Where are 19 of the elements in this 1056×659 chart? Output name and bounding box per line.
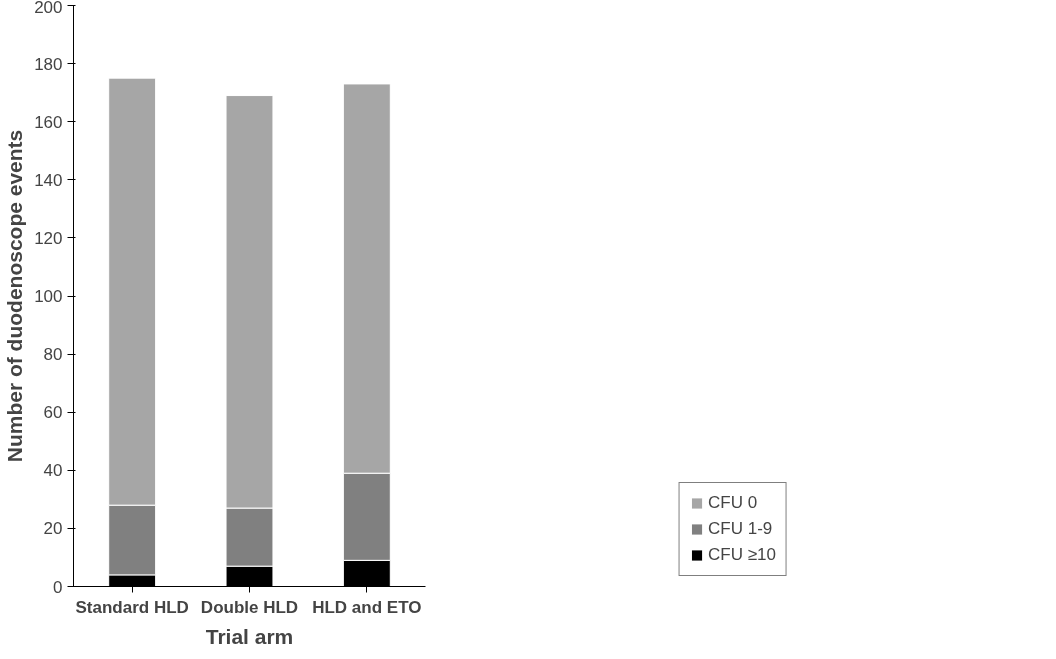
legend-label: CFU 0 — [708, 493, 758, 513]
y-tick-label: 40 — [43, 461, 63, 481]
y-tick-label: 160 — [34, 112, 63, 132]
legend-label: CFU ≥10 — [708, 545, 776, 565]
x-tick-label: HLD and ETO — [312, 597, 422, 617]
y-tick-label: 60 — [43, 403, 63, 423]
y-tick-label: 0 — [53, 577, 63, 597]
y-tick-label: 80 — [43, 345, 63, 365]
y-tick-label: 120 — [34, 228, 63, 248]
legend-label: CFU 1-9 — [708, 519, 773, 539]
y-axis-title: Number of duodenoscope events — [3, 129, 27, 463]
x-axis-title: Trial arm — [205, 624, 294, 648]
y-tick-label: 180 — [34, 54, 63, 74]
y-tick-label: 140 — [34, 170, 63, 190]
y-tick-label: 200 — [34, 0, 63, 17]
y-tick-label: 100 — [34, 287, 63, 306]
y-tick-label: 20 — [43, 519, 63, 539]
x-tick-label: Standard HLD — [75, 597, 189, 617]
x-tick-label: Double HLD — [200, 597, 299, 617]
